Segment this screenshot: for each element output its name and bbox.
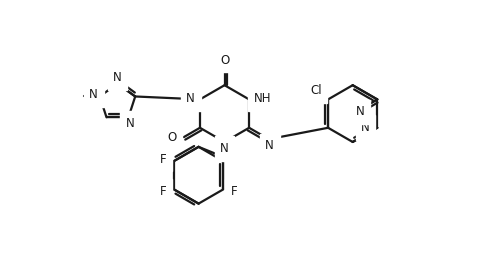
Text: Cl: Cl xyxy=(310,84,322,97)
Text: N: N xyxy=(361,121,370,134)
Text: N: N xyxy=(186,92,195,105)
Text: O: O xyxy=(220,54,229,67)
Text: F: F xyxy=(160,153,167,166)
Text: N: N xyxy=(265,139,274,152)
Text: N: N xyxy=(113,71,122,84)
Text: O: O xyxy=(167,131,177,144)
Text: N: N xyxy=(220,142,229,155)
Text: F: F xyxy=(160,184,167,198)
Text: F: F xyxy=(230,184,237,198)
Text: N: N xyxy=(356,106,365,118)
Text: NH: NH xyxy=(254,92,271,105)
Text: N: N xyxy=(89,88,98,101)
Text: N: N xyxy=(126,117,134,130)
